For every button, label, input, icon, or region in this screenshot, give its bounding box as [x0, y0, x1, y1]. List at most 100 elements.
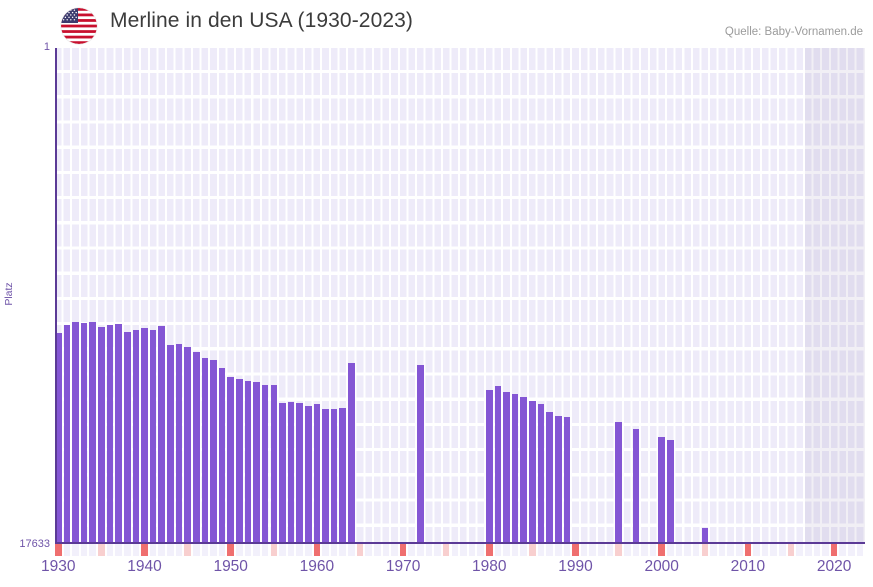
- bar[interactable]: [115, 324, 122, 543]
- bar[interactable]: [80, 323, 88, 543]
- bar[interactable]: [339, 408, 347, 543]
- bar[interactable]: [98, 327, 105, 543]
- x-axis-tick-label: 1960: [299, 558, 335, 575]
- x-axis-tick-label: 2000: [644, 558, 679, 575]
- bar[interactable]: [244, 381, 252, 543]
- decade-marker: [761, 544, 769, 556]
- decade-marker: [692, 544, 700, 556]
- y-axis-tick-bottom-label: 17633: [19, 538, 50, 550]
- decade-marker: [684, 544, 691, 556]
- bar[interactable]: [313, 404, 321, 543]
- decade-marker: [106, 544, 114, 556]
- decade-marker: [55, 544, 62, 556]
- bar[interactable]: [167, 345, 174, 543]
- bar[interactable]: [132, 330, 140, 543]
- decade-marker: [520, 544, 528, 556]
- bar[interactable]: [615, 422, 622, 543]
- bar[interactable]: [55, 333, 62, 543]
- decade-marker: [649, 544, 657, 556]
- bar[interactable]: [494, 386, 502, 543]
- bar[interactable]: [149, 330, 157, 543]
- decade-marker: [753, 544, 760, 556]
- decade-marker: [313, 544, 321, 556]
- bar[interactable]: [184, 347, 191, 543]
- bar[interactable]: [106, 325, 114, 543]
- bar[interactable]: [227, 377, 234, 543]
- bar[interactable]: [511, 394, 519, 543]
- y-axis-title: Platz: [3, 282, 15, 306]
- bar[interactable]: [210, 360, 217, 543]
- bar[interactable]: [330, 409, 338, 543]
- bar[interactable]: [701, 528, 709, 543]
- decade-marker: [460, 544, 467, 556]
- bar[interactable]: [554, 416, 562, 543]
- x-axis-tick-label: 1940: [127, 558, 162, 575]
- decade-marker: [373, 544, 381, 556]
- bar[interactable]: [546, 412, 553, 543]
- x-axis-tick-label: 2020: [816, 558, 852, 575]
- bar[interactable]: [236, 379, 243, 543]
- decade-marker: [477, 544, 484, 556]
- decade-marker: [98, 544, 105, 556]
- bar[interactable]: [296, 403, 303, 543]
- bar[interactable]: [218, 368, 226, 543]
- decade-marker: [615, 544, 622, 556]
- bar[interactable]: [89, 322, 97, 543]
- bar[interactable]: [348, 363, 355, 543]
- decade-marker: [796, 544, 803, 556]
- decade-marker: [296, 544, 303, 556]
- bar[interactable]: [261, 385, 269, 543]
- decade-marker: [598, 544, 605, 556]
- bar[interactable]: [632, 429, 640, 543]
- bar[interactable]: [63, 325, 71, 543]
- bar[interactable]: [529, 401, 536, 543]
- bar[interactable]: [201, 358, 209, 543]
- decade-marker: [589, 544, 597, 556]
- decade-marker: [529, 544, 536, 556]
- bar[interactable]: [287, 402, 295, 543]
- decade-marker: [641, 544, 648, 556]
- bar[interactable]: [123, 332, 131, 543]
- decade-marker: [201, 544, 209, 556]
- bar[interactable]: [486, 390, 493, 543]
- bar[interactable]: [253, 382, 260, 543]
- x-axis-tick-label: 2010: [730, 558, 766, 575]
- bar[interactable]: [270, 385, 278, 543]
- decade-marker: [63, 544, 71, 556]
- decade-marker: [830, 544, 838, 556]
- decade-marker: [123, 544, 131, 556]
- bar[interactable]: [417, 365, 424, 543]
- bar[interactable]: [175, 344, 183, 543]
- bar[interactable]: [537, 404, 545, 543]
- bar[interactable]: [72, 322, 79, 543]
- bar[interactable]: [279, 403, 286, 543]
- decade-marker: [141, 544, 148, 556]
- decade-marker: [253, 544, 260, 556]
- decade-marker: [572, 544, 579, 556]
- decade-marker: [632, 544, 640, 556]
- x-axis-tick-label: 1970: [385, 558, 421, 575]
- y-axis-line: [55, 48, 57, 544]
- bar[interactable]: [520, 397, 528, 543]
- decade-marker: [348, 544, 355, 556]
- decade-marker: [606, 544, 614, 556]
- bar[interactable]: [503, 392, 510, 543]
- bar[interactable]: [141, 328, 148, 543]
- x-axis-tick-label: 1930: [41, 558, 76, 575]
- x-axis-tick-label: 1990: [558, 558, 593, 575]
- decade-marker: [744, 544, 752, 556]
- bar[interactable]: [192, 352, 200, 543]
- decade-marker: [227, 544, 234, 556]
- x-axis-line: [55, 542, 865, 544]
- bar[interactable]: [658, 437, 665, 543]
- bar[interactable]: [667, 440, 674, 543]
- y-axis-tick-top: 1: [0, 41, 50, 55]
- decade-marker: [658, 544, 665, 556]
- bar[interactable]: [304, 406, 312, 543]
- decade-marker: [537, 544, 545, 556]
- decade-marker: [554, 544, 562, 556]
- bar[interactable]: [563, 417, 571, 543]
- decade-marker: [287, 544, 295, 556]
- bar[interactable]: [322, 409, 329, 543]
- bar[interactable]: [158, 326, 166, 543]
